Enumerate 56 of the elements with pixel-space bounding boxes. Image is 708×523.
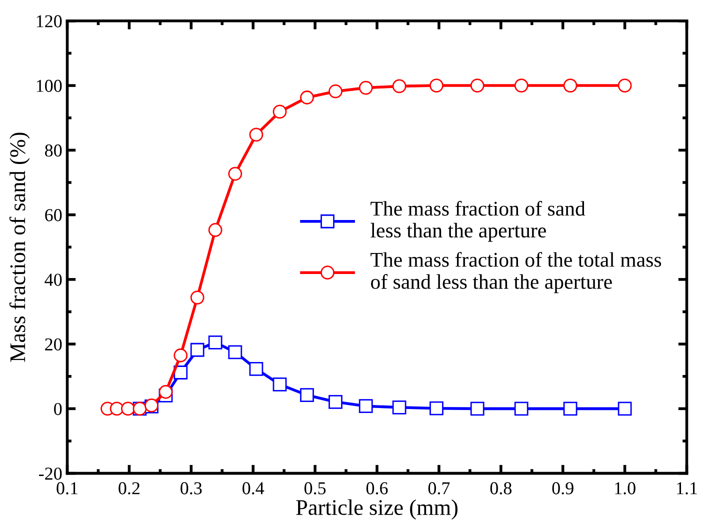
y-tick-label: 60 xyxy=(45,209,62,222)
legend-label: The mass fraction of sand less than the aperture xyxy=(370,200,586,242)
x-tick-label: 1.0 xyxy=(615,482,636,494)
y-tick-label: 40 xyxy=(44,274,62,286)
point xyxy=(358,80,373,95)
x-tick-label: 0.1 xyxy=(56,482,78,494)
y-tick-label: 120 xyxy=(36,15,62,28)
point xyxy=(328,394,342,409)
point xyxy=(228,345,242,360)
x-tick-label: 0.3 xyxy=(180,482,202,494)
point xyxy=(392,79,406,94)
point xyxy=(514,402,528,416)
point xyxy=(208,223,222,237)
point xyxy=(190,342,204,357)
x-tick-label: 0.5 xyxy=(304,482,326,494)
point xyxy=(300,388,314,402)
point xyxy=(430,401,444,416)
y-tick-label: 100 xyxy=(36,80,62,92)
point xyxy=(272,378,287,392)
point xyxy=(174,348,188,362)
x-tick-label: 0.2 xyxy=(118,482,140,494)
x-axis-title: Particle size (mm) xyxy=(296,499,458,520)
point xyxy=(470,402,484,416)
point xyxy=(249,362,264,376)
y-tick-label: -20 xyxy=(39,468,62,480)
point xyxy=(249,128,264,142)
point xyxy=(158,384,173,399)
point xyxy=(358,399,373,414)
y-tick-label: 20 xyxy=(45,338,62,350)
x-tick-label: 0.6 xyxy=(366,482,388,494)
point xyxy=(514,78,528,92)
point xyxy=(121,402,135,416)
point xyxy=(110,402,124,416)
point xyxy=(563,78,578,92)
point xyxy=(470,78,484,92)
x-tick-label: 0.4 xyxy=(242,482,264,494)
point xyxy=(174,366,188,380)
y-tick-label: 0 xyxy=(54,402,62,416)
x-tick-label: 0.9 xyxy=(552,482,574,494)
x-tick-label: 1.1 xyxy=(677,482,697,494)
point xyxy=(430,78,444,92)
point xyxy=(563,402,578,416)
y-axis-title: Mass fraction of sand (%) xyxy=(9,132,30,362)
point xyxy=(618,402,632,416)
x-tick-label: 0.7 xyxy=(428,482,450,494)
x-tick-label: 0.8 xyxy=(490,482,512,494)
point xyxy=(208,336,222,350)
point xyxy=(300,90,314,104)
point xyxy=(392,400,406,414)
point xyxy=(190,290,204,304)
y-tick-label: 80 xyxy=(45,144,62,157)
point xyxy=(328,84,342,98)
point xyxy=(228,166,242,181)
legend-label: The mass fraction of the total mass of sand less than the aperture xyxy=(370,252,662,294)
point xyxy=(272,104,287,119)
point xyxy=(618,78,632,92)
